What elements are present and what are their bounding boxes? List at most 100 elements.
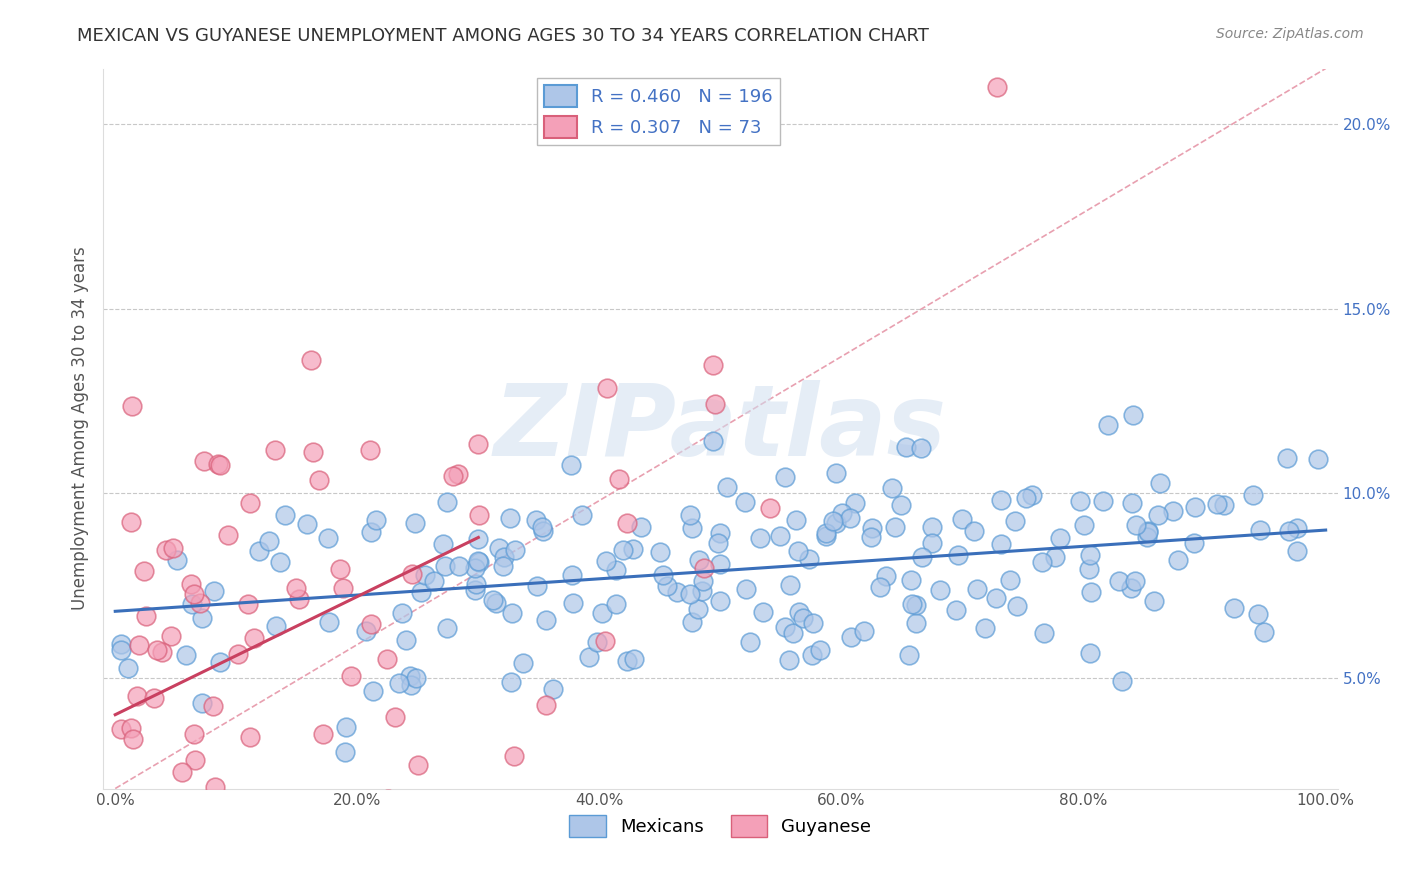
Point [859, 531, 882, 545]
Point [773, 469, 796, 483]
Point [299, 353, 322, 368]
Point [264, 619, 287, 633]
Point [543, 681, 565, 696]
Point [465, 577, 488, 591]
Point [394, 633, 416, 648]
Point [779, 578, 801, 592]
Point [404, 516, 426, 531]
Point [1119, 581, 1142, 595]
Point [269, 555, 291, 569]
Point [561, 568, 583, 582]
Point [773, 619, 796, 633]
Point [973, 621, 995, 635]
Point [159, 629, 181, 643]
Point [193, 453, 215, 467]
Point [1121, 496, 1143, 510]
Point [1073, 518, 1095, 533]
Point [787, 543, 810, 558]
Point [501, 674, 523, 689]
Point [787, 605, 810, 619]
Point [709, 557, 731, 571]
Point [1182, 536, 1205, 550]
Point [432, 537, 454, 551]
Point [679, 508, 702, 522]
Point [188, 596, 211, 610]
Point [117, 661, 139, 675]
Point [339, 669, 361, 683]
Point [335, 720, 357, 734]
Point [332, 581, 354, 595]
Point [778, 653, 800, 667]
Point [110, 643, 132, 657]
Point [735, 582, 758, 597]
Point [1080, 548, 1102, 562]
Point [166, 552, 188, 566]
Point [630, 520, 652, 534]
Point [492, 549, 515, 564]
Point [449, 559, 471, 574]
Point [120, 515, 142, 529]
Point [686, 601, 709, 615]
Point [1184, 500, 1206, 514]
Point [986, 80, 1008, 95]
Point [1212, 498, 1234, 512]
Point [1137, 524, 1160, 538]
Point [1135, 530, 1157, 544]
Point [377, 652, 399, 666]
Point [534, 698, 557, 713]
Point [1278, 524, 1301, 538]
Point [748, 531, 770, 545]
Point [894, 440, 917, 454]
Point [1136, 524, 1159, 539]
Point [688, 553, 710, 567]
Point [844, 496, 866, 510]
Point [121, 731, 143, 746]
Point [692, 574, 714, 588]
Point [900, 573, 922, 587]
Text: ZIPatlas: ZIPatlas [494, 380, 948, 477]
Point [464, 582, 486, 597]
Point [1285, 543, 1308, 558]
Point [621, 541, 644, 556]
Point [591, 606, 613, 620]
Point [1161, 504, 1184, 518]
Point [134, 564, 156, 578]
Point [288, 592, 311, 607]
Point [1147, 508, 1170, 522]
Point [1125, 518, 1147, 533]
Point [485, 596, 508, 610]
Point [716, 480, 738, 494]
Point [679, 586, 702, 600]
Point [1149, 476, 1171, 491]
Point [308, 473, 330, 487]
Point [120, 722, 142, 736]
Point [990, 537, 1012, 551]
Point [388, 676, 411, 690]
Point [884, 519, 907, 533]
Point [797, 552, 820, 566]
Point [524, 513, 547, 527]
Point [1078, 646, 1101, 660]
Point [360, 524, 382, 539]
Point [648, 545, 671, 559]
Point [758, 500, 780, 515]
Point [593, 633, 616, 648]
Point [561, 596, 583, 610]
Point [853, 624, 876, 638]
Point [135, 609, 157, 624]
Point [333, 745, 356, 759]
Point [652, 568, 675, 582]
Point [607, 472, 630, 486]
Point [285, 581, 308, 595]
Point [121, 399, 143, 413]
Point [782, 625, 804, 640]
Point [1123, 574, 1146, 588]
Point [1205, 497, 1227, 511]
Point [180, 597, 202, 611]
Point [127, 811, 149, 825]
Point [623, 652, 645, 666]
Point [492, 559, 515, 574]
Point [1031, 555, 1053, 569]
Point [257, 533, 280, 548]
Point [702, 434, 724, 448]
